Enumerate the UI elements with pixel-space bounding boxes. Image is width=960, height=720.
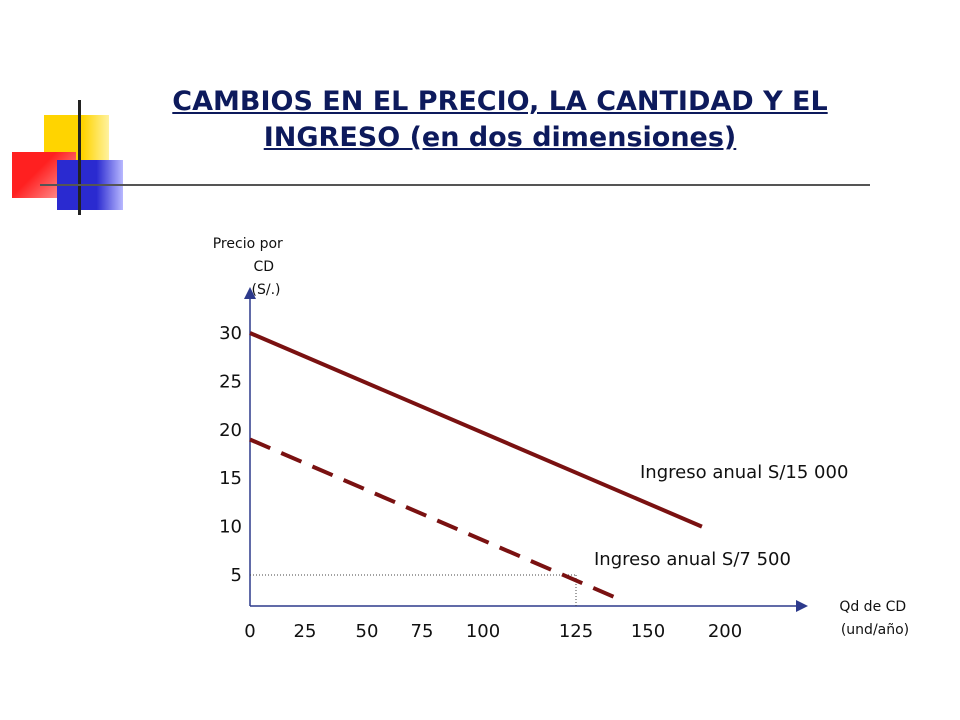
x-tick-label: 75 bbox=[411, 621, 434, 642]
y-tick-label: 25 bbox=[219, 371, 242, 392]
x-axis-label-line: (und/año) bbox=[841, 622, 909, 638]
page-title: CAMBIOS EN EL PRECIO, LA CANTIDAD Y EL I… bbox=[172, 86, 828, 153]
reference-lines bbox=[250, 574, 577, 606]
series-line-15000 bbox=[249, 331, 703, 529]
series-line-7500 bbox=[249, 437, 620, 602]
y-axis-label-line: CD bbox=[253, 259, 274, 275]
y-tick-label: 30 bbox=[219, 323, 242, 344]
y-tick-label: 10 bbox=[219, 517, 242, 538]
x-axis-label: Qd de CD (und/año) bbox=[839, 599, 910, 638]
y-axis-label-line: (S/.) bbox=[252, 282, 281, 298]
x-tick-label: 150 bbox=[631, 621, 665, 642]
x-tick-labels: 0 25 50 75 100 125 150 200 bbox=[244, 621, 742, 642]
y-tick-labels: 5 10 15 20 25 30 bbox=[219, 323, 242, 586]
series-label-7500: Ingreso anual S/7 500 bbox=[594, 549, 791, 570]
x-tick-label: 200 bbox=[708, 621, 742, 642]
deco-horizontal-line bbox=[40, 184, 870, 186]
series-label-15000: Ingreso anual S/15 000 bbox=[640, 462, 848, 483]
y-tick-label: 15 bbox=[219, 468, 242, 489]
x-tick-label: 0 bbox=[244, 621, 255, 642]
x-axis-label-line: Qd de CD bbox=[839, 599, 906, 615]
x-tick-label: 125 bbox=[559, 621, 593, 642]
series-lines bbox=[249, 331, 703, 602]
x-tick-label: 100 bbox=[466, 621, 500, 642]
y-tick-label: 5 bbox=[231, 565, 242, 586]
y-axis-label: Precio por CD (S/.) bbox=[213, 236, 288, 298]
x-tick-label: 25 bbox=[294, 621, 317, 642]
deco-vertical-line bbox=[78, 100, 81, 215]
y-tick-label: 20 bbox=[219, 420, 242, 441]
x-tick-label: 50 bbox=[356, 621, 379, 642]
y-axis-label-line: Precio por bbox=[213, 236, 283, 252]
